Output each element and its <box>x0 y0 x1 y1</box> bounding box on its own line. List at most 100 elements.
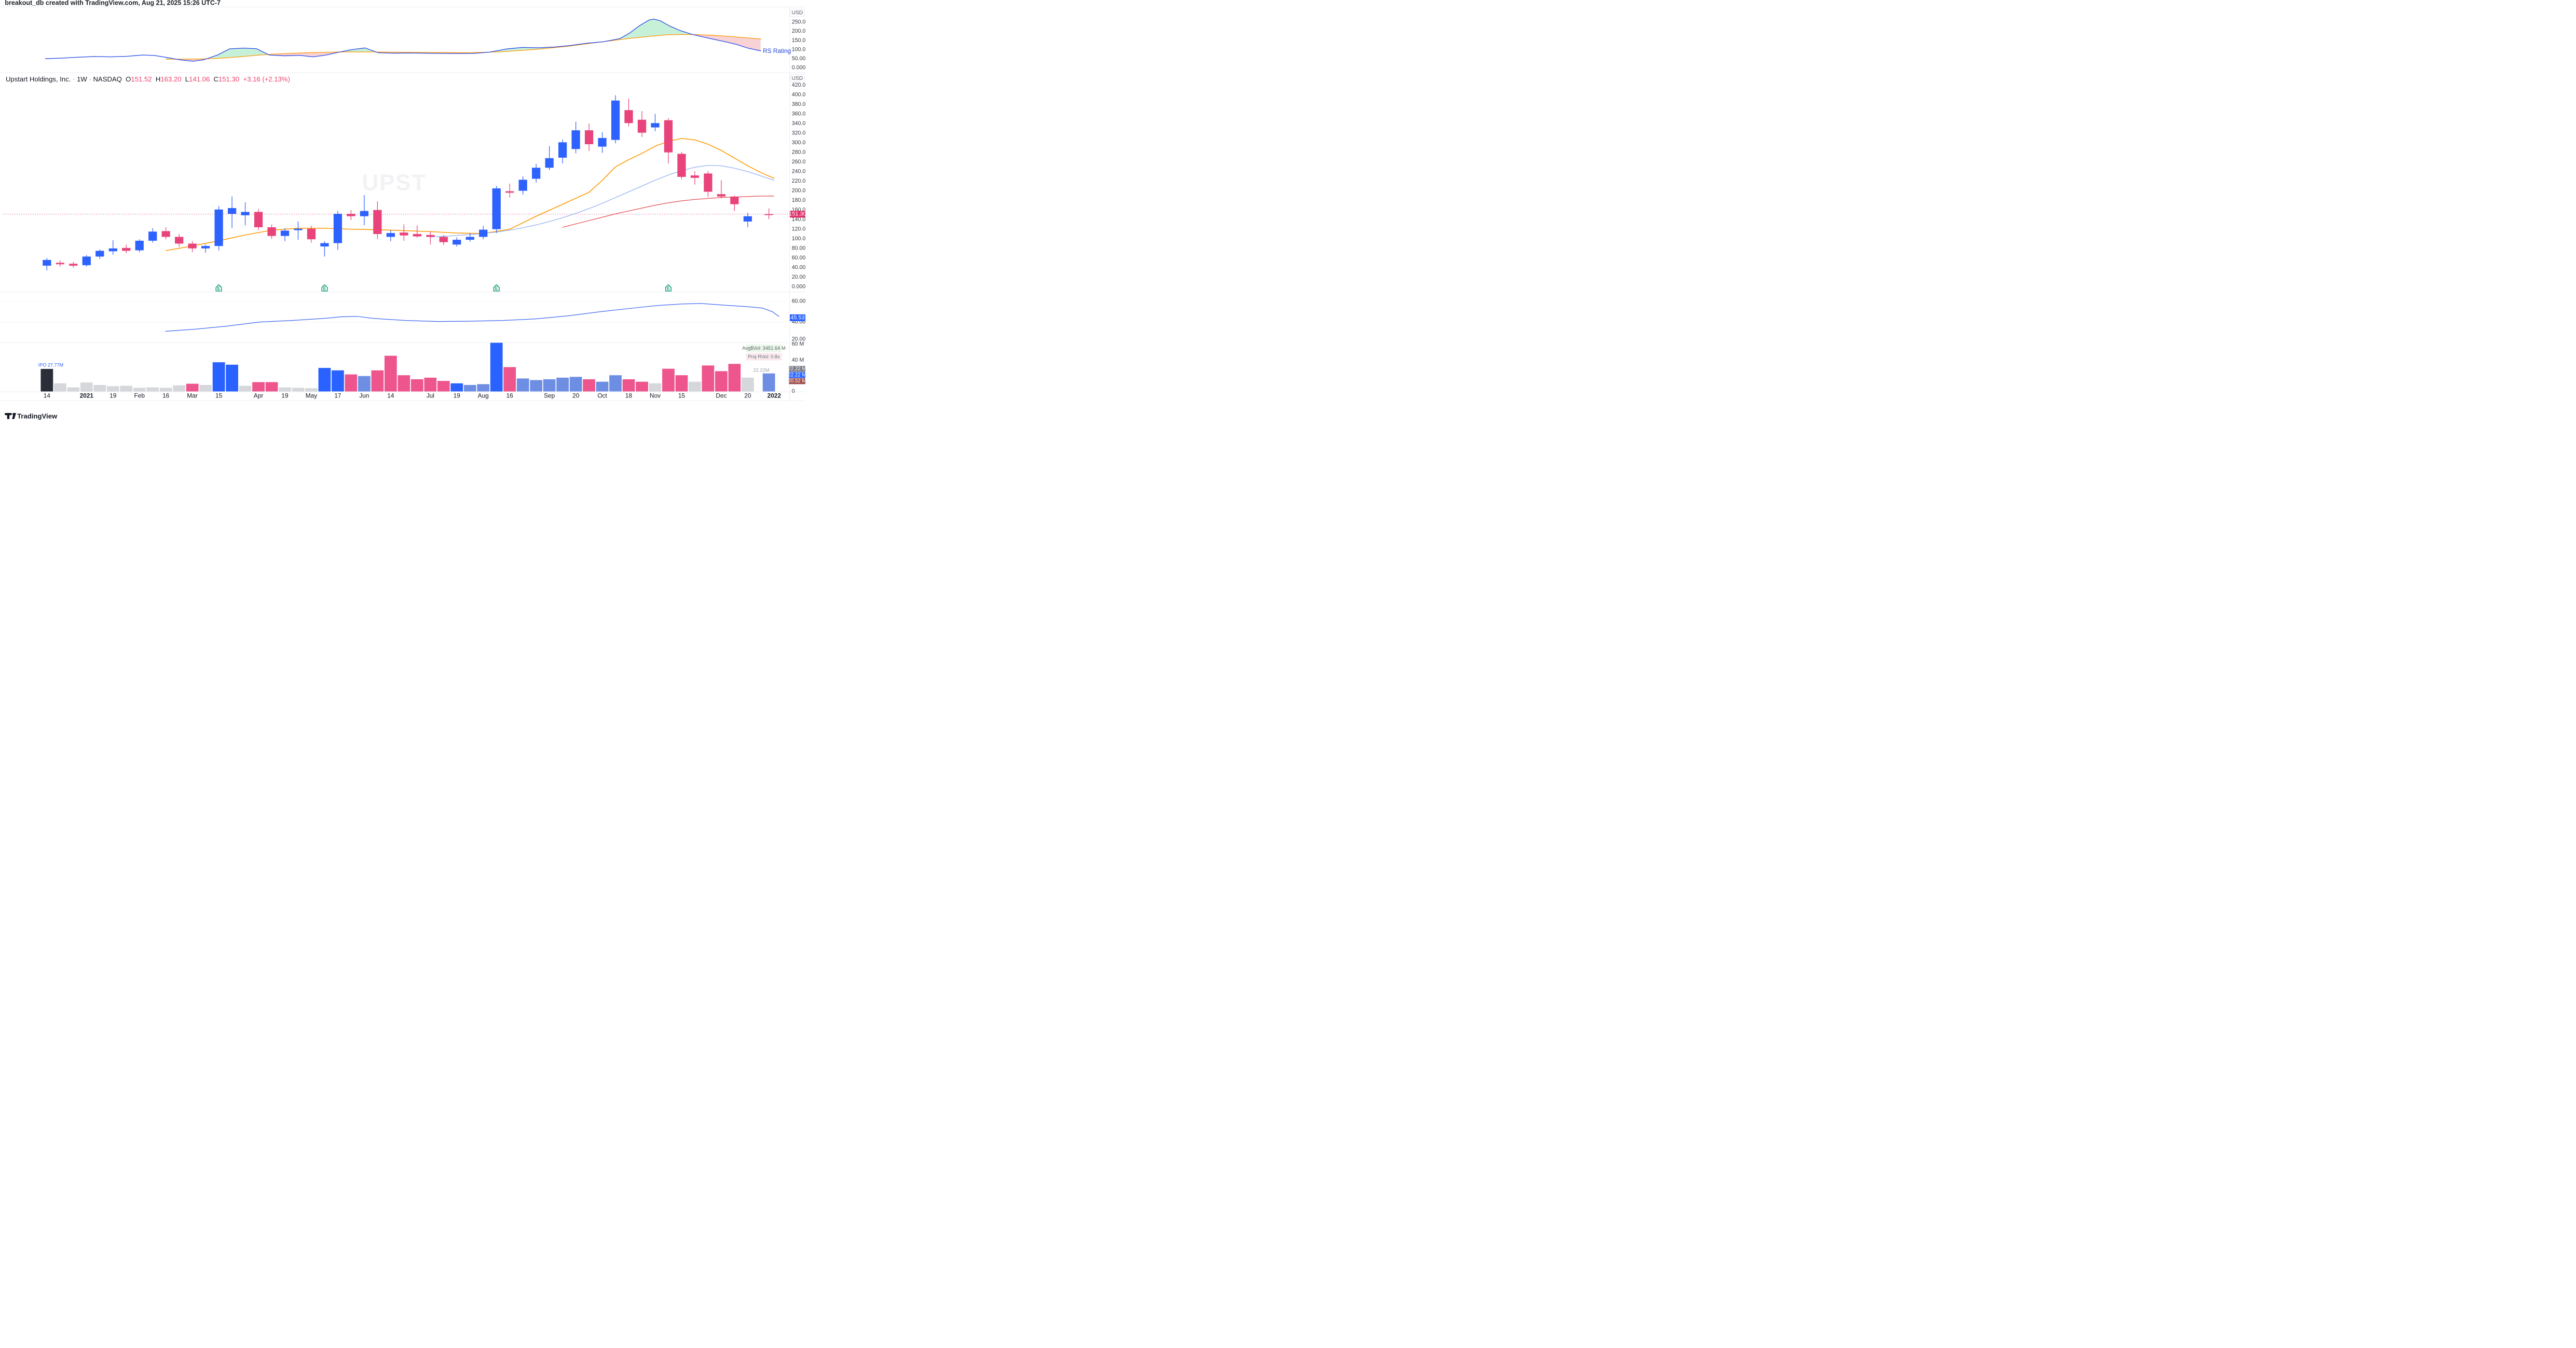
candle-body <box>453 240 461 245</box>
price-axis-label: 220.00 <box>792 178 805 184</box>
volume-bar <box>689 381 701 392</box>
candle-body <box>373 210 382 234</box>
candle <box>413 225 421 238</box>
symbol-legend-part: 151.52 <box>131 75 152 83</box>
volume-bar <box>212 362 225 392</box>
volume-bar <box>239 386 252 392</box>
candle-body <box>122 247 131 251</box>
candle-body <box>69 264 78 266</box>
candle <box>439 235 448 245</box>
candle-body <box>492 188 501 229</box>
avg-dollar-volume-badge: Avg$Vol: 3451.64 M <box>742 345 786 352</box>
candle-body <box>598 137 607 147</box>
candle-body <box>704 173 712 192</box>
candle-body <box>717 194 726 197</box>
symbol-legend-part: 141.06 <box>189 75 210 83</box>
volume-bar <box>450 383 463 392</box>
currency-badge-rs[interactable]: USD <box>790 9 805 17</box>
candle <box>426 231 435 245</box>
candle <box>624 99 633 127</box>
candle-body <box>148 231 157 241</box>
candle <box>532 163 541 183</box>
candle-body <box>413 233 421 237</box>
earnings-icon[interactable]: E <box>665 284 672 292</box>
date-axis[interactable]: 14 2021 19 Feb 16 Mar 15 Apr 19 May 17 Jun 14 Jul 19 Au… <box>44 392 782 400</box>
indicator-value-badge: 45.53 <box>789 314 805 322</box>
candle <box>584 123 594 151</box>
candle-body <box>584 130 594 144</box>
candle-body <box>677 154 686 177</box>
volume-bar <box>463 384 476 392</box>
date-tick-label: 14 <box>44 392 51 400</box>
date-tick-label: 20 <box>744 392 751 400</box>
volume-bar <box>93 384 106 392</box>
candle <box>677 152 686 180</box>
volume-bar <box>332 370 344 392</box>
date-tick-label: Jul <box>427 392 434 400</box>
volume-badge-total: 22.22 M <box>788 366 805 372</box>
candle <box>320 241 329 257</box>
candle-body <box>532 168 541 179</box>
currency-badge-price[interactable]: USD <box>790 74 805 82</box>
chart-canvas[interactable]: E E E E 250.00 200.00 150.00 100.00 50.00 0.0000… <box>0 0 805 421</box>
date-tick-label: 17 <box>334 392 341 400</box>
tradingview-logo[interactable]: TradingView <box>5 412 58 420</box>
volume-bar <box>67 387 80 392</box>
candle-body <box>161 231 170 237</box>
symbol-legend-part: +3.16 (+2.13%) <box>239 75 290 83</box>
date-tick-label: Apr <box>254 392 264 400</box>
earnings-icon[interactable]: E <box>215 284 222 292</box>
sma-40w <box>562 196 774 228</box>
earnings-icon[interactable]: E <box>493 284 500 292</box>
candle <box>611 95 620 144</box>
date-tick-label: Oct <box>597 392 607 400</box>
rs-outperform-fill <box>208 48 268 59</box>
candle <box>743 213 752 228</box>
volume-bar <box>649 383 662 392</box>
candle-body <box>426 235 435 237</box>
candle-body <box>227 208 237 214</box>
volume-badge-total-label: 22.22 M <box>788 366 805 372</box>
price-axis-label: 280.00 <box>792 149 805 155</box>
candle-body <box>135 240 144 251</box>
candle <box>479 226 488 240</box>
candle-body <box>360 211 369 216</box>
volume-bar <box>133 388 146 392</box>
candle-body <box>651 123 660 128</box>
candle <box>82 255 91 267</box>
volume-bar <box>596 381 609 392</box>
date-tick-label: 16 <box>506 392 514 400</box>
candle-body <box>175 237 184 244</box>
projected-rvol-label: Proj RVol: 0.8x <box>748 354 780 359</box>
symbol-legend-part: · <box>71 75 77 83</box>
volume-bar <box>106 386 119 392</box>
volume-bar <box>503 367 516 392</box>
candle <box>135 239 144 253</box>
volume-axis-label: 60 M <box>792 341 804 347</box>
rs-axis-label: 250.00 <box>792 19 805 25</box>
candle <box>492 186 501 233</box>
candle <box>43 258 51 271</box>
candle-body <box>400 232 408 236</box>
date-tick-label: Mar <box>187 392 197 400</box>
date-tick-label: 14 <box>387 392 394 400</box>
volume-bar <box>384 355 397 392</box>
volume-bar <box>199 384 212 392</box>
price-axis-label: 40.00 <box>792 265 805 271</box>
earnings-letter: E <box>217 286 221 291</box>
tradingview-logo-text: TradingView <box>17 412 58 420</box>
candle <box>95 249 104 259</box>
sma-30w <box>430 164 775 238</box>
price-axis-label: 260.00 <box>792 159 805 165</box>
candle-body <box>690 175 700 178</box>
volume-bar <box>186 383 199 392</box>
earnings-icon[interactable]: E <box>321 284 328 292</box>
currency-badge-rs-label: USD <box>791 10 803 16</box>
symbol-legend[interactable]: Upstart Holdings, Inc. · 1W · NASDAQ O15… <box>6 75 290 83</box>
symbol-legend-part: H <box>152 75 161 83</box>
avg-dollar-volume-label: Avg$Vol: 3451.64 M <box>742 346 786 351</box>
date-tick-label: 2021 <box>80 392 94 400</box>
